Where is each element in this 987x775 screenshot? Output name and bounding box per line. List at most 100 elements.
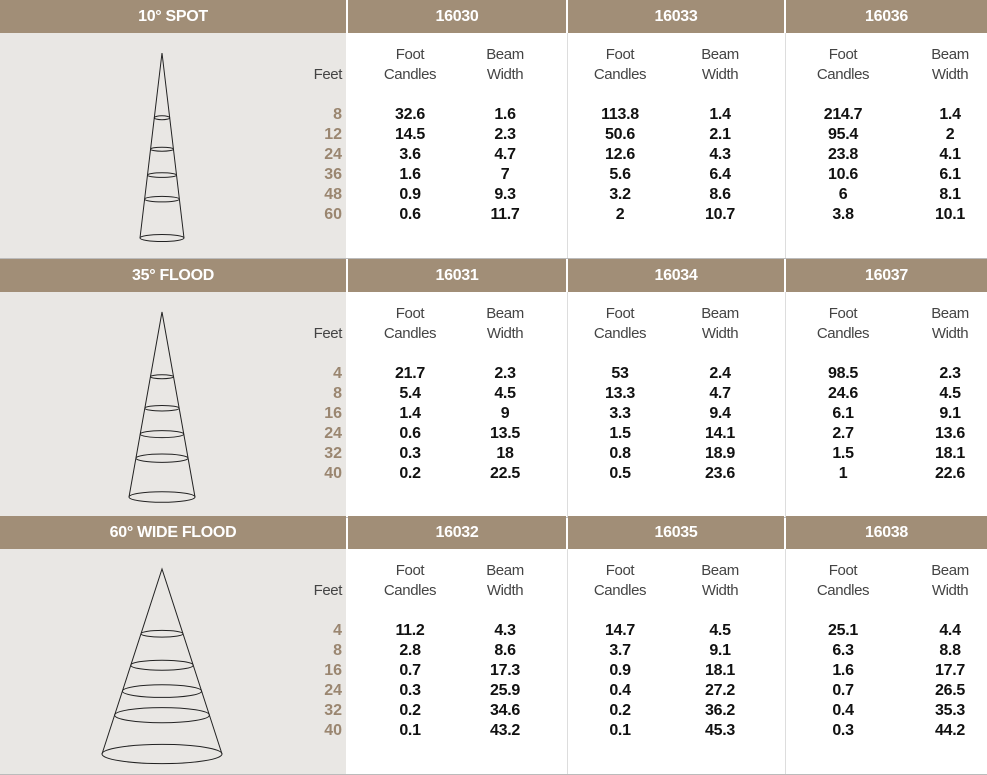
column-header: Foot Candles [593,562,647,599]
beam-width: 1.4 [709,106,731,123]
beam-width: 2.4 [709,365,731,382]
feet-label: Feet [313,582,343,599]
foot-candles: 0.5 [609,465,631,482]
foot-candles: 11.2 [395,622,425,639]
feet-value: 4 [333,622,342,639]
beam-width: 9 [500,405,510,422]
column-header: Foot Candles [383,305,437,342]
foot-candles: 0.9 [399,186,421,203]
beam-width: 10.7 [705,206,735,223]
column-header: Foot Candles [593,46,647,83]
beam-width: 27.2 [705,682,735,699]
beam-width: 36.2 [705,702,735,719]
foot-candles: 2 [615,206,625,223]
foot-candles: 6.3 [832,642,854,659]
left-panel [0,549,346,774]
feet-value: 16 [324,405,342,422]
foot-candles: 2.8 [399,642,421,659]
beam-cone [101,567,223,765]
model-header: 16036 [786,0,987,33]
foot-candles: 214.7 [823,106,863,123]
foot-candles: 53 [611,365,629,382]
foot-candles: 50.6 [605,126,635,143]
section-header: 60° WIDE FLOOD [0,516,346,549]
beam-width: 8.8 [939,642,961,659]
foot-candles: 3.7 [609,642,631,659]
foot-candles: 13.3 [605,385,635,402]
beam-width: 2.3 [494,365,516,382]
feet-label: Feet [313,325,343,342]
beam-width: 4.3 [494,622,516,639]
foot-candles: 113.8 [601,106,639,123]
beam-width: 4.3 [709,146,731,163]
feet-value: 32 [324,445,342,462]
beam-width: 23.6 [705,465,735,482]
foot-candles: 32.6 [395,106,425,123]
foot-candles: 0.4 [832,702,854,719]
foot-candles: 21.7 [395,365,425,382]
column-header: Beam Width [486,562,524,599]
model-header: 16033 [568,0,784,33]
feet-value: 60 [324,206,342,223]
beam-width: 4.4 [939,622,961,639]
beam-width: 44.2 [935,722,965,739]
column-divider [567,292,568,517]
feet-value: 12 [324,126,342,143]
feet-value: 40 [324,465,342,482]
model-header: 16037 [786,259,987,292]
foot-candles: 1.6 [399,166,421,183]
foot-candles: 95.4 [828,126,858,143]
feet-value: 8 [333,106,342,123]
column-header: Beam Width [931,305,969,342]
column-divider [567,33,568,258]
column-divider [567,549,568,774]
feet-value: 32 [324,702,342,719]
beam-width: 1.6 [494,106,516,123]
model-header: 16030 [348,0,566,33]
foot-candles: 12.6 [605,146,635,163]
model-header: 16035 [568,516,784,549]
beam-width: 13.6 [935,425,965,442]
beam-width: 4.5 [494,385,516,402]
foot-candles: 6.1 [832,405,854,422]
column-header: Foot Candles [816,562,870,599]
beam-width: 26.5 [935,682,965,699]
beam-width: 2.3 [494,126,516,143]
foot-candles: 1.4 [399,405,421,422]
foot-candles: 14.5 [395,126,425,143]
section-bottom-line [0,258,987,259]
foot-candles: 1.5 [609,425,631,442]
foot-candles: 0.8 [609,445,631,462]
beam-width: 34.6 [490,702,520,719]
column-header: Beam Width [486,305,524,342]
beam-width: 25.9 [490,682,520,699]
beam-width: 9.1 [939,405,961,422]
feet-value: 8 [333,385,342,402]
foot-candles: 10.6 [828,166,858,183]
feet-value: 48 [324,186,342,203]
beam-width: 35.3 [935,702,965,719]
beam-width: 43.2 [490,722,520,739]
column-header: Foot Candles [816,305,870,342]
beam-width: 10.1 [935,206,965,223]
beam-width: 4.5 [939,385,961,402]
beam-width: 11.7 [490,206,520,223]
beam-width: 8.1 [939,186,961,203]
beam-width: 8.6 [709,186,731,203]
beam-cone [128,311,196,503]
beam-width: 18.1 [935,445,965,462]
beam-width: 22.5 [490,465,520,482]
beam-width: 4.1 [939,146,961,163]
feet-value: 24 [324,146,342,163]
model-header: 16032 [348,516,566,549]
foot-candles: 0.3 [399,445,421,462]
feet-value: 24 [324,425,342,442]
beam-width: 7 [500,166,510,183]
beam-width: 18.1 [705,662,735,679]
model-header: 16034 [568,259,784,292]
feet-value: 4 [333,365,342,382]
column-header: Beam Width [931,46,969,83]
foot-candles: 0.4 [609,682,631,699]
foot-candles: 23.8 [828,146,858,163]
column-header: Foot Candles [383,562,437,599]
